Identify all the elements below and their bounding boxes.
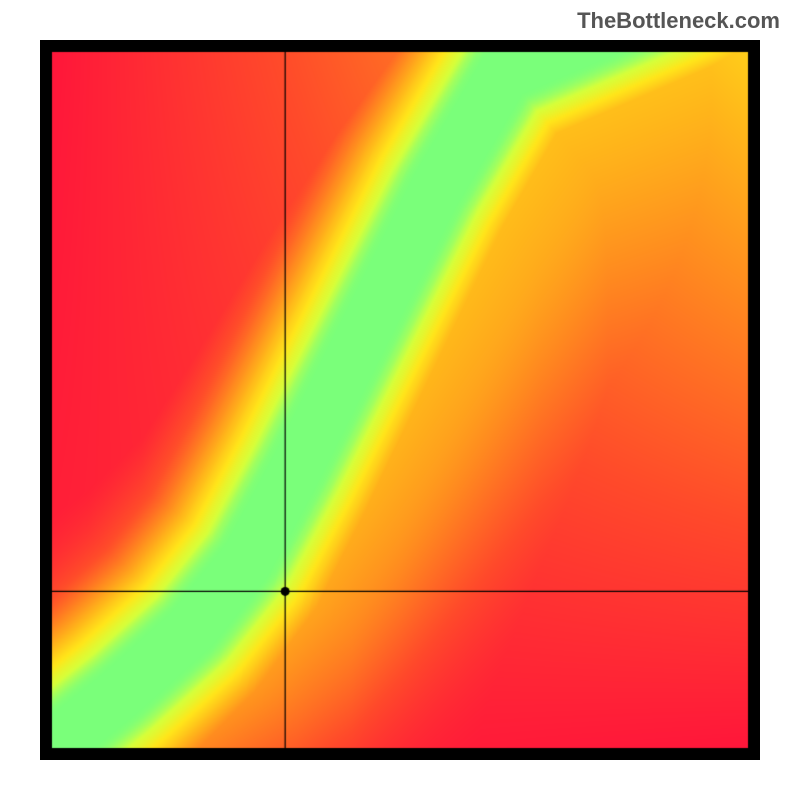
heatmap-canvas (40, 40, 760, 760)
heatmap-plot (40, 40, 760, 760)
watermark-text: TheBottleneck.com (577, 8, 780, 34)
